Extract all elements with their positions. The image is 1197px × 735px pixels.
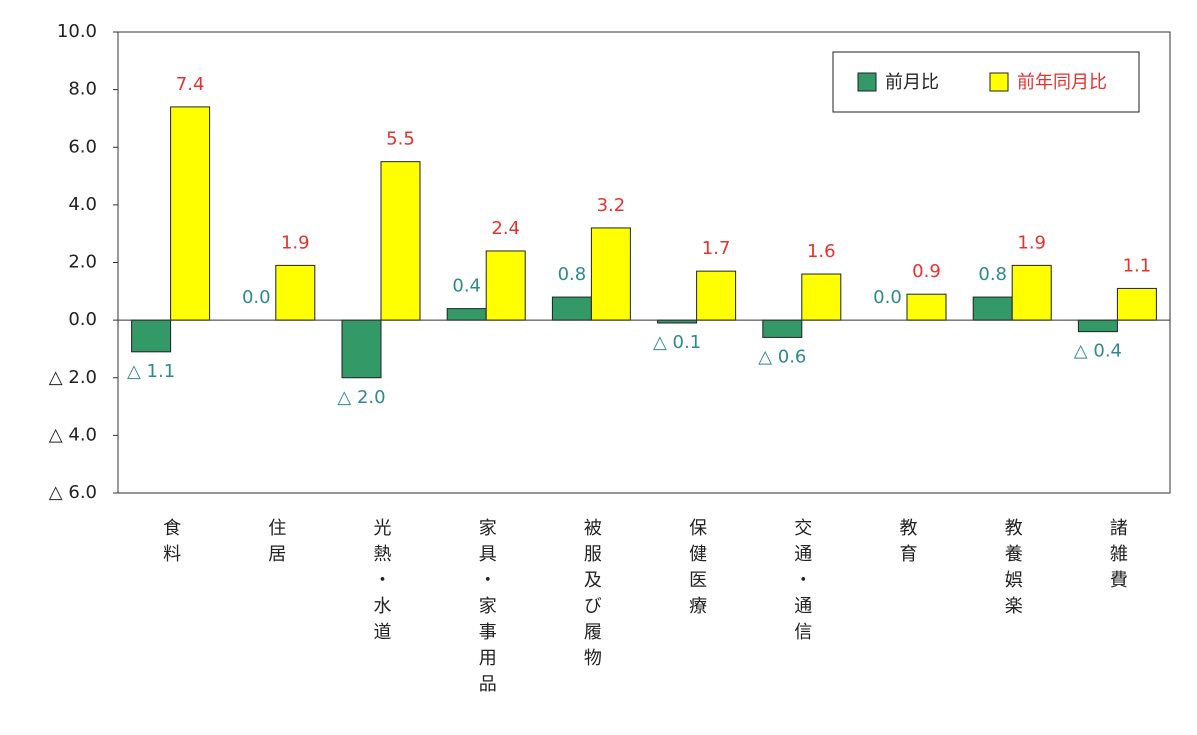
- bar: [1011, 264, 1052, 321]
- bar: [131, 319, 172, 353]
- x-tick-label: 住居: [265, 518, 286, 570]
- value-label: 1.9: [1017, 232, 1046, 253]
- bar: [551, 296, 592, 321]
- value-label: 0.0: [873, 287, 902, 308]
- y-tick-label: 2.0: [68, 252, 97, 273]
- bar: [1116, 287, 1157, 321]
- y-tick-label: 0.0: [68, 309, 97, 330]
- value-label: 1.9: [281, 232, 310, 253]
- x-tick-label: 食料: [160, 518, 181, 570]
- x-tick-label: 保健医療: [686, 518, 707, 622]
- y-tick-label: 6.0: [68, 136, 97, 157]
- value-label: 2.4: [491, 218, 520, 239]
- value-label: △ 2.0: [337, 387, 385, 408]
- bar: [380, 161, 421, 321]
- value-label: 1.1: [1123, 255, 1152, 276]
- y-tick-label: △ 6.0: [49, 482, 97, 503]
- y-tick-label: △ 2.0: [49, 367, 97, 388]
- bar: [341, 319, 382, 379]
- bar: [446, 308, 487, 321]
- value-label: △ 0.6: [758, 346, 806, 367]
- bar: [485, 250, 526, 321]
- x-tick-label: 教育: [897, 518, 918, 570]
- value-label: 1.7: [702, 238, 731, 259]
- value-label: 0.8: [978, 264, 1007, 285]
- bar: [275, 264, 316, 321]
- x-tick-label: 諸雑費: [1107, 518, 1128, 596]
- value-label: 5.5: [386, 129, 415, 150]
- value-label: 0.4: [452, 276, 481, 297]
- x-tick-label: 被服及び履物: [581, 518, 602, 674]
- bar: [696, 270, 737, 321]
- bar: [762, 319, 803, 338]
- value-label: △ 0.4: [1074, 341, 1122, 362]
- value-label: 7.4: [176, 74, 205, 95]
- value-label: 0.9: [912, 261, 941, 282]
- bar: [801, 273, 842, 321]
- x-tick-label: 交通・通信: [791, 518, 812, 648]
- value-label: △ 1.1: [127, 361, 175, 382]
- x-tick-label: 光熱・水道: [371, 518, 392, 648]
- value-label: 1.6: [807, 241, 836, 262]
- bar: [972, 296, 1013, 321]
- y-tick-label: 8.0: [68, 79, 97, 100]
- bar: [590, 227, 631, 321]
- legend-swatch: [989, 72, 1009, 92]
- y-tick-label: 10.0: [57, 21, 97, 42]
- value-label: 0.0: [242, 287, 271, 308]
- x-tick-label: 家具・家事用品: [476, 518, 497, 700]
- value-label: 3.2: [597, 195, 626, 216]
- x-tick-label: 教養娯楽: [1002, 518, 1023, 622]
- legend-label: 前年同月比: [1017, 72, 1107, 93]
- legend-box: [832, 51, 1140, 113]
- bar: [906, 293, 947, 321]
- bar: [1077, 319, 1118, 333]
- bar: [170, 106, 211, 321]
- value-label: 0.8: [558, 264, 587, 285]
- y-tick-label: △ 4.0: [49, 424, 97, 445]
- y-tick-label: 4.0: [68, 194, 97, 215]
- legend-swatch: [857, 72, 877, 92]
- legend-label: 前月比: [885, 72, 939, 93]
- value-label: △ 0.1: [653, 332, 701, 353]
